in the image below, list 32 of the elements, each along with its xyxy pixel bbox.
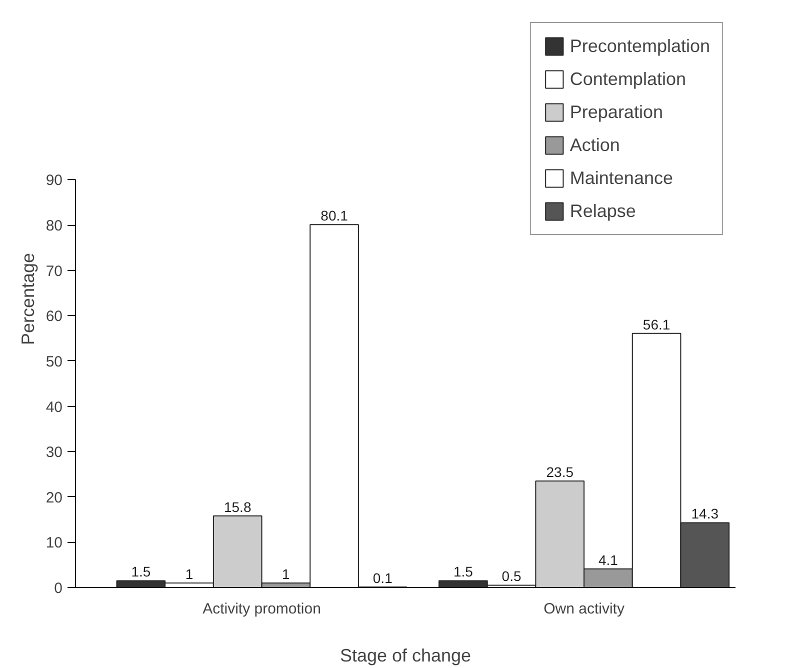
data-label: 15.8	[224, 498, 252, 515]
legend-label: Relapse	[570, 200, 636, 222]
y-tick-label: 10	[46, 534, 63, 552]
data-label: 0.1	[372, 570, 393, 586]
y-tick-label: 20	[46, 489, 63, 506]
x-tick-label: Activity promotion	[202, 600, 321, 618]
data-label: 1	[185, 566, 194, 582]
x-axis-title: Stage of change	[340, 646, 472, 666]
data-label: 1.5	[453, 564, 474, 580]
legend-label: Action	[570, 134, 620, 156]
y-tick-label: 50	[46, 353, 63, 370]
y-tick-label: 40	[46, 398, 63, 416]
data-label: 4.1	[598, 552, 618, 568]
legend-label: Maintenance	[570, 168, 673, 188]
y-tick-label: 80	[46, 218, 63, 235]
y-tick-label: 70	[46, 262, 63, 280]
data-label: 14.3	[691, 506, 719, 522]
data-label: 1.5	[131, 564, 151, 580]
y-tick-label: 0	[54, 580, 62, 597]
data-label: 1	[282, 566, 290, 582]
legend-label: Contemplation	[570, 68, 686, 90]
legend-label: Preparation	[570, 102, 663, 122]
x-tick-label: Own activity	[544, 600, 625, 618]
y-tick-label: 90	[46, 172, 63, 190]
data-label: 23.5	[546, 464, 574, 480]
y-axis-title: Percentage	[18, 252, 38, 346]
y-tick-label: 30	[46, 444, 63, 462]
data-label: 56.1	[642, 316, 670, 332]
y-tick-label: 60	[46, 308, 63, 326]
legend-label: Precontemplation	[570, 36, 710, 56]
data-label: 0.5	[502, 568, 522, 584]
data-label: 80.1	[320, 208, 348, 224]
